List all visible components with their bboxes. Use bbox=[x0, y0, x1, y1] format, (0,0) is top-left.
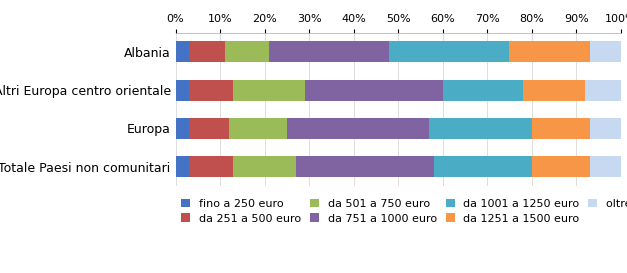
Bar bbox=[443, 80, 523, 101]
Legend: fino a 250 euro, da 251 a 500 euro, da 501 a 750 euro, da 751 a 1000 euro, da 10: fino a 250 euro, da 251 a 500 euro, da 5… bbox=[181, 199, 627, 224]
Bar bbox=[224, 41, 269, 62]
Bar bbox=[509, 41, 589, 62]
Bar bbox=[176, 118, 189, 139]
Bar bbox=[589, 41, 621, 62]
Bar bbox=[269, 41, 389, 62]
Bar bbox=[176, 80, 189, 101]
Bar bbox=[589, 118, 621, 139]
Bar bbox=[389, 41, 510, 62]
Bar bbox=[229, 118, 287, 139]
Bar bbox=[287, 118, 429, 139]
Bar bbox=[176, 41, 189, 62]
Bar bbox=[233, 156, 296, 177]
Bar bbox=[523, 80, 585, 101]
Bar bbox=[532, 156, 589, 177]
Bar bbox=[189, 156, 233, 177]
Bar bbox=[532, 118, 589, 139]
Bar bbox=[305, 80, 443, 101]
Bar bbox=[589, 156, 621, 177]
Bar bbox=[434, 156, 532, 177]
Bar bbox=[585, 80, 621, 101]
Bar bbox=[176, 156, 189, 177]
Bar bbox=[189, 118, 229, 139]
Bar bbox=[429, 118, 532, 139]
Bar bbox=[233, 80, 305, 101]
Bar bbox=[189, 41, 224, 62]
Bar bbox=[189, 80, 233, 101]
Bar bbox=[296, 156, 434, 177]
